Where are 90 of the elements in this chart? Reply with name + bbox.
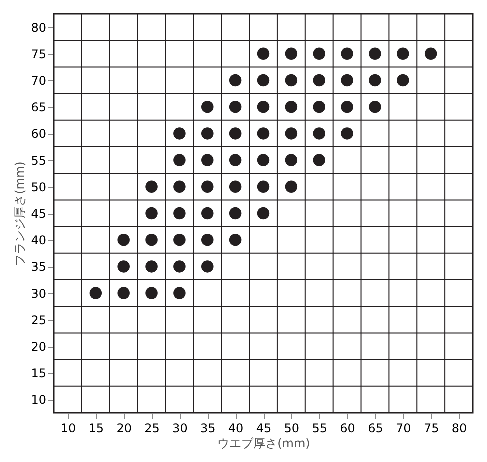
point bbox=[202, 128, 214, 140]
point bbox=[229, 207, 242, 220]
point bbox=[285, 154, 298, 166]
point bbox=[285, 128, 298, 140]
point bbox=[341, 128, 354, 140]
point bbox=[174, 154, 186, 166]
y-tick-label: 65 bbox=[31, 100, 46, 115]
x-tick-label: 40 bbox=[228, 422, 244, 436]
point bbox=[369, 74, 382, 87]
point bbox=[202, 180, 214, 194]
x-tick-label: 55 bbox=[312, 422, 328, 436]
y-axis-title: フランジ厚さ(mm) bbox=[13, 162, 28, 266]
point bbox=[424, 48, 438, 60]
point bbox=[146, 234, 158, 246]
point bbox=[118, 287, 130, 300]
x-tick-label: 60 bbox=[340, 422, 356, 436]
point bbox=[313, 74, 326, 87]
point bbox=[202, 100, 214, 114]
point bbox=[174, 128, 186, 140]
y-tick-label: 60 bbox=[31, 127, 46, 142]
point bbox=[369, 100, 382, 114]
y-tick-label: 10 bbox=[31, 393, 46, 408]
point bbox=[146, 207, 158, 220]
point bbox=[202, 154, 214, 166]
point bbox=[202, 207, 214, 220]
point bbox=[341, 74, 354, 87]
point bbox=[229, 180, 242, 194]
x-tick-label: 10 bbox=[60, 422, 76, 436]
y-tick-label: 70 bbox=[31, 74, 46, 88]
point bbox=[285, 74, 298, 87]
point bbox=[229, 100, 242, 114]
point bbox=[397, 74, 410, 87]
y-tick-label: 80 bbox=[31, 20, 46, 35]
point bbox=[202, 260, 214, 273]
x-tick-label: 75 bbox=[424, 422, 440, 436]
point bbox=[257, 74, 270, 87]
point bbox=[146, 287, 158, 300]
point bbox=[118, 260, 130, 273]
y-tick-label: 20 bbox=[31, 340, 46, 354]
x-tick-label: 80 bbox=[452, 422, 468, 436]
point bbox=[174, 287, 186, 300]
point bbox=[229, 154, 242, 166]
x-tick-label: 50 bbox=[284, 422, 300, 436]
point bbox=[285, 180, 298, 194]
point bbox=[174, 180, 186, 194]
point bbox=[229, 234, 242, 246]
point bbox=[257, 154, 270, 166]
point bbox=[285, 100, 298, 114]
point bbox=[257, 180, 270, 194]
x-tick-label: 45 bbox=[256, 422, 272, 436]
point bbox=[229, 74, 242, 87]
x-tick-label: 35 bbox=[200, 422, 216, 436]
point bbox=[257, 207, 270, 220]
point bbox=[313, 100, 326, 114]
y-tick-label: 30 bbox=[31, 286, 46, 301]
x-tick-label: 15 bbox=[88, 422, 104, 436]
y-tick-label: 15 bbox=[31, 366, 46, 381]
x-tick-label: 30 bbox=[172, 422, 188, 436]
point bbox=[202, 234, 214, 246]
point bbox=[229, 128, 242, 140]
point bbox=[257, 100, 270, 114]
point bbox=[397, 48, 410, 60]
point bbox=[313, 48, 326, 60]
point bbox=[313, 154, 326, 166]
point bbox=[285, 48, 298, 60]
x-axis-title: ウエブ厚さ(mm) bbox=[218, 436, 310, 450]
point bbox=[313, 128, 326, 140]
y-tick-label: 75 bbox=[31, 47, 46, 62]
point bbox=[146, 260, 158, 273]
x-tick-label: 25 bbox=[144, 422, 160, 436]
y-tick-label: 55 bbox=[31, 154, 46, 168]
y-tick-label: 45 bbox=[31, 207, 46, 221]
y-tick-label: 40 bbox=[31, 234, 46, 248]
point bbox=[174, 234, 186, 246]
x-tick-label: 70 bbox=[396, 422, 412, 436]
point bbox=[341, 100, 354, 114]
point bbox=[257, 128, 270, 140]
point bbox=[118, 234, 130, 246]
point bbox=[174, 207, 186, 220]
y-tick-label: 25 bbox=[31, 313, 46, 328]
point bbox=[341, 48, 354, 60]
point bbox=[90, 287, 102, 300]
x-tick-label: 20 bbox=[116, 422, 132, 436]
point bbox=[174, 260, 186, 273]
point bbox=[146, 180, 158, 194]
x-tick-label: 65 bbox=[368, 422, 384, 436]
point bbox=[257, 48, 270, 60]
y-tick-label: 35 bbox=[31, 260, 46, 274]
y-tick-label: 50 bbox=[31, 180, 46, 194]
point bbox=[369, 48, 382, 60]
